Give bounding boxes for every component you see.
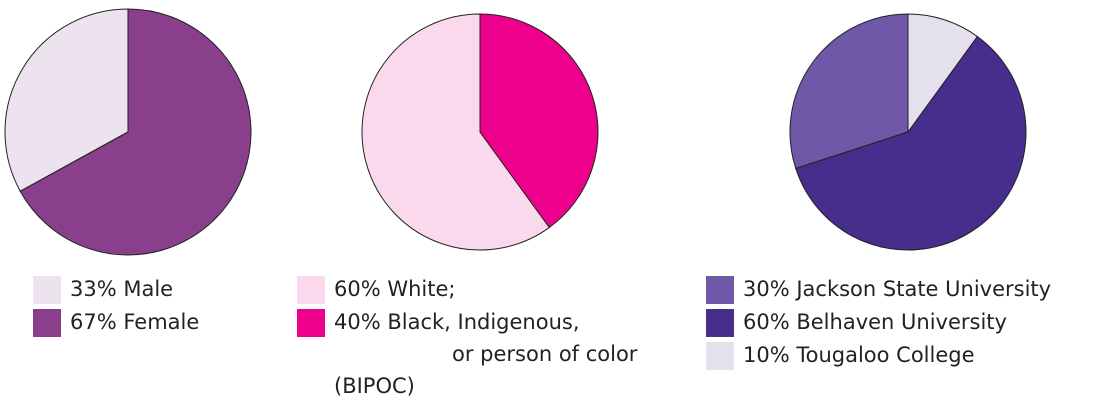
legend-swatch [33, 276, 61, 304]
legend-line: 60% Belhaven University [743, 310, 1007, 334]
legend-swatch [706, 342, 734, 370]
legend-label: 30% Jackson State University [743, 277, 1051, 301]
legend-line: (BIPOC) [334, 374, 415, 398]
legend-line: 33% Male [70, 277, 173, 301]
legend-swatch [706, 309, 734, 337]
legend-label: 67% Female [70, 310, 199, 334]
legend-label: 10% Tougaloo College [743, 343, 975, 367]
legend-line: or person of color [452, 342, 638, 366]
legend-label: 40% Black, Indigenous, or person of color… [334, 310, 638, 398]
legend-line: 30% Jackson State University [743, 277, 1051, 301]
legend-label: 60% Belhaven University [743, 310, 1007, 334]
pie-slice [907, 13, 979, 134]
pie-slice [789, 13, 909, 170]
pie-slice [795, 35, 1027, 251]
legend-line: 60% White; [334, 277, 456, 301]
pie-slice [361, 13, 551, 251]
legend-swatch [297, 276, 325, 304]
legend-line: 67% Female [70, 310, 199, 334]
legend-line: 10% Tougaloo College [743, 343, 975, 367]
legend-swatch [706, 276, 734, 304]
pie-slice [4, 8, 129, 192]
legend-label: 33% Male [70, 277, 173, 301]
legend-label: 60% White; [334, 277, 456, 301]
legend-line: 40% Black, Indigenous, [334, 310, 580, 334]
pie-slice [19, 8, 252, 256]
legend-swatch [33, 309, 61, 337]
pie-slice [479, 13, 599, 229]
legend-swatch [297, 309, 325, 337]
